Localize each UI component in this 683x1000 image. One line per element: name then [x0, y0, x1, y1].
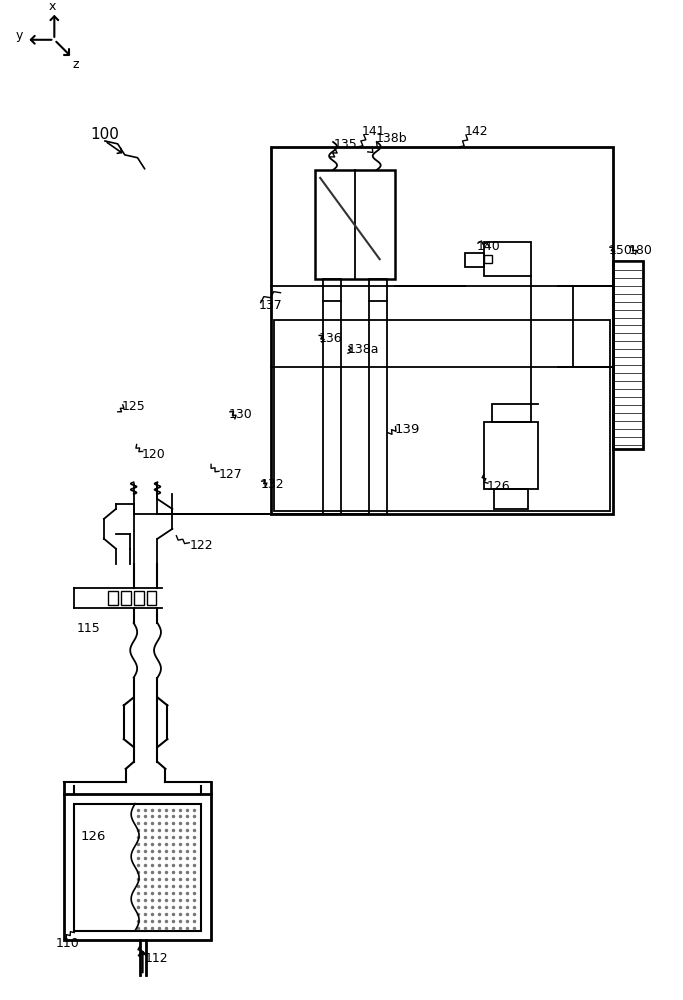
Text: 132: 132 — [261, 478, 284, 491]
Text: x: x — [48, 0, 56, 13]
Bar — [74, 804, 201, 931]
Text: 138a: 138a — [348, 343, 380, 356]
Bar — [274, 320, 610, 511]
Text: 127: 127 — [219, 468, 242, 481]
Text: 112: 112 — [145, 952, 168, 965]
Bar — [323, 279, 341, 301]
Text: 138b: 138b — [376, 132, 407, 145]
Bar — [147, 591, 156, 605]
Bar — [492, 404, 531, 422]
Text: 100: 100 — [90, 127, 119, 142]
Text: 126: 126 — [80, 830, 105, 843]
Bar — [484, 242, 531, 276]
Text: z: z — [73, 58, 79, 71]
Text: 180: 180 — [628, 244, 652, 257]
Bar — [613, 261, 643, 449]
Text: 125: 125 — [122, 400, 145, 413]
Text: 126: 126 — [487, 480, 510, 493]
Text: 140: 140 — [477, 240, 501, 253]
Bar — [270, 147, 613, 514]
Text: 115: 115 — [77, 622, 101, 635]
Text: 130: 130 — [229, 408, 253, 421]
Bar — [465, 253, 484, 267]
Text: 137: 137 — [259, 299, 283, 312]
Bar — [108, 591, 117, 605]
Text: y: y — [16, 29, 23, 42]
Text: 110: 110 — [55, 937, 79, 950]
Text: 135: 135 — [334, 138, 358, 151]
Bar — [316, 170, 395, 279]
Text: 141: 141 — [362, 125, 385, 138]
Text: 150: 150 — [609, 244, 632, 257]
Bar — [121, 591, 130, 605]
Bar — [134, 591, 143, 605]
Text: 122: 122 — [189, 539, 213, 552]
Bar — [369, 279, 387, 301]
Text: 139: 139 — [395, 423, 420, 436]
Text: 120: 120 — [141, 448, 165, 461]
Bar — [494, 489, 529, 509]
Bar — [64, 794, 211, 940]
Text: 142: 142 — [465, 125, 488, 138]
Bar — [484, 255, 492, 263]
Text: 136: 136 — [318, 332, 342, 345]
Bar — [484, 422, 538, 489]
